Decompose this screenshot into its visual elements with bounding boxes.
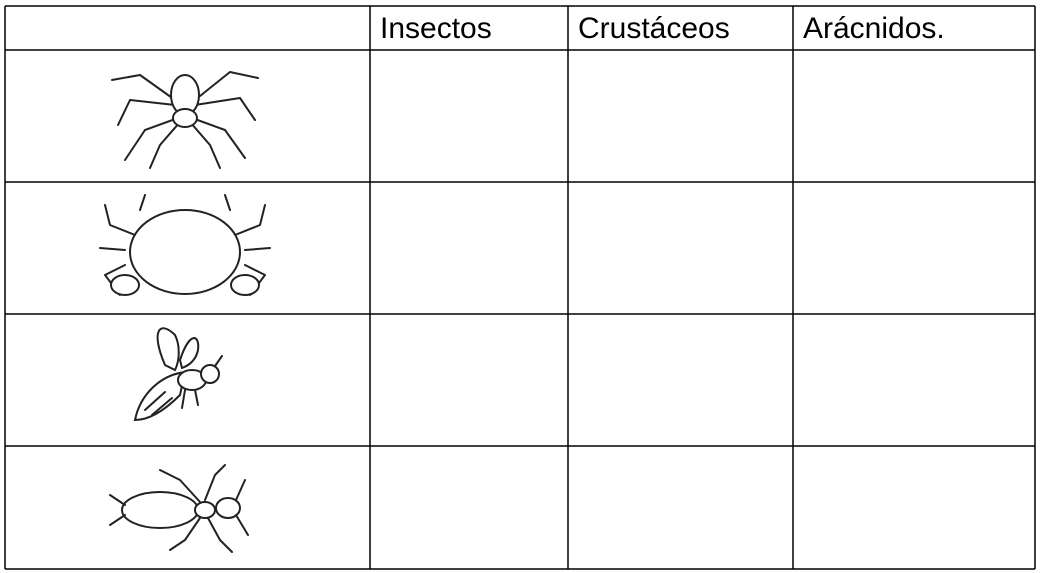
ant-drawing — [109, 464, 249, 553]
table-grid — [4, 5, 1036, 570]
crab-drawing — [99, 194, 271, 296]
spider-drawing — [111, 71, 259, 169]
column-header: Arácnidos. — [803, 12, 945, 45]
column-header: Insectos — [380, 12, 492, 45]
bee-drawing — [133, 327, 223, 422]
column-header: Crustáceos — [578, 12, 730, 45]
